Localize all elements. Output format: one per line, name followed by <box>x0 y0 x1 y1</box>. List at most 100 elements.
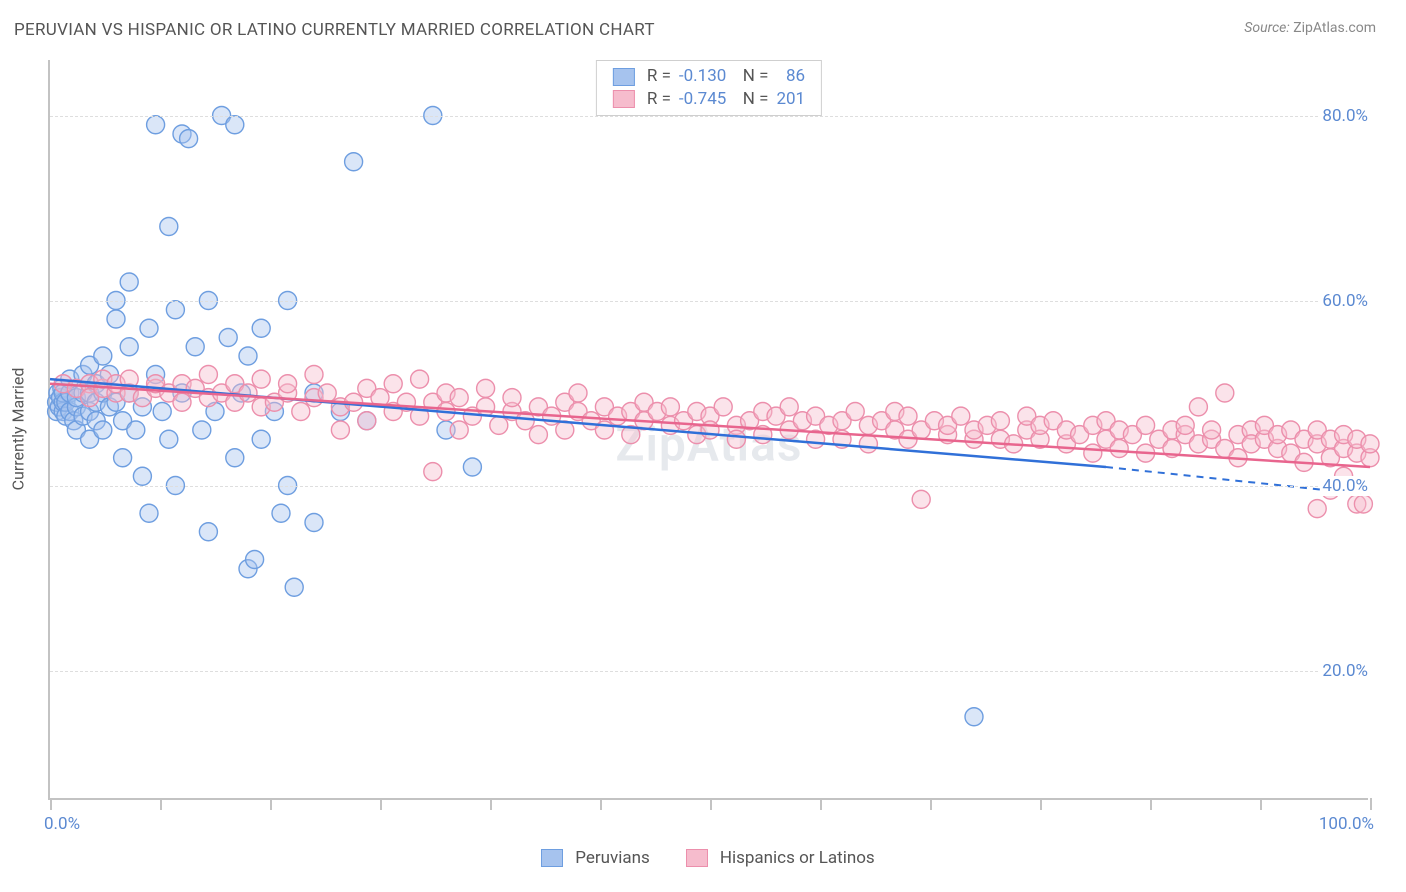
hispanics-point <box>846 403 864 421</box>
peruvians-point <box>193 421 211 439</box>
legend-swatch <box>541 849 563 867</box>
x-tick <box>50 798 52 810</box>
hispanics-point <box>477 379 495 397</box>
hispanics-point <box>305 366 323 384</box>
hispanics-point <box>331 421 349 439</box>
peruvians-point <box>160 430 178 448</box>
hispanics-point <box>1354 495 1372 513</box>
x-tick <box>1370 798 1372 810</box>
hispanics-point <box>1176 416 1194 434</box>
x-max-label: 100.0% <box>1319 814 1374 834</box>
hispanics-point <box>1216 384 1234 402</box>
peruvians-point <box>147 116 165 134</box>
r-label: R = <box>643 88 675 111</box>
peruvians-point <box>285 578 303 596</box>
x-min-label: 0.0% <box>44 814 80 834</box>
peruvians-point <box>226 449 244 467</box>
hispanics-point <box>490 416 508 434</box>
peruvians-point <box>272 504 290 522</box>
hispanics-point <box>569 384 587 402</box>
x-tick <box>380 798 382 810</box>
hispanics-point <box>477 398 495 416</box>
gridline <box>50 486 1368 487</box>
x-tick <box>1260 798 1262 810</box>
gridline <box>50 671 1368 672</box>
gridline <box>50 116 1368 117</box>
hispanics-point <box>318 384 336 402</box>
hispanics-point <box>1084 444 1102 462</box>
hispanics-point <box>952 407 970 425</box>
legend-swatch <box>613 68 635 86</box>
x-tick <box>710 798 712 810</box>
hispanics-point <box>859 435 877 453</box>
n-label: N = <box>730 65 772 88</box>
hispanics-point <box>899 407 917 425</box>
peruvians-point <box>140 504 158 522</box>
source-attribution: Source: ZipAtlas.com <box>1244 20 1376 36</box>
legend-item-hispanics: Hispanics or Latinos <box>686 848 875 868</box>
peruvians-point <box>94 421 112 439</box>
peruvians-point <box>120 273 138 291</box>
hispanics-point <box>450 389 468 407</box>
hispanics-point <box>661 398 679 416</box>
hispanics-point <box>292 403 310 421</box>
peruvians-point <box>252 319 270 337</box>
peruvians-point <box>153 403 171 421</box>
peruvians-point <box>166 301 184 319</box>
series-legend: Peruvians Hispanics or Latinos <box>48 848 1368 868</box>
peruvians-point <box>107 310 125 328</box>
correlation-row-peruvians: R =-0.130 N =86 <box>609 65 809 88</box>
legend-item-peruvians: Peruvians <box>541 848 650 868</box>
y-axis-title: Currently Married <box>9 368 28 491</box>
peruvians-point <box>114 449 132 467</box>
peruvians-point <box>965 708 983 726</box>
legend-label: Hispanics or Latinos <box>720 848 875 868</box>
y-tick-label: 60.0% <box>1320 291 1370 311</box>
correlation-legend: R =-0.130 N =86R =-0.745 N =201 <box>596 60 822 116</box>
chart-title: PERUVIAN VS HISPANIC OR LATINO CURRENTLY… <box>14 20 655 40</box>
n-value: 201 <box>772 88 809 111</box>
hispanics-point <box>424 463 442 481</box>
x-tick <box>270 798 272 810</box>
peruvians-point <box>199 523 217 541</box>
hispanics-point <box>1189 398 1207 416</box>
hispanics-point <box>727 430 745 448</box>
peruvians-point <box>186 338 204 356</box>
hispanics-point <box>912 490 930 508</box>
y-tick-label: 20.0% <box>1320 661 1370 681</box>
hispanics-point <box>239 384 257 402</box>
hispanics-point <box>411 370 429 388</box>
hispanics-point <box>1361 435 1379 453</box>
r-value: -0.130 <box>675 65 730 88</box>
peruvians-point <box>305 514 323 532</box>
correlation-row-hispanics: R =-0.745 N =201 <box>609 88 809 111</box>
hispanics-point <box>1110 440 1128 458</box>
peruvians-point <box>345 153 363 171</box>
hispanics-point <box>714 398 732 416</box>
hispanics-point <box>450 421 468 439</box>
hispanics-point <box>529 426 547 444</box>
hispanics-point <box>252 370 270 388</box>
x-tick <box>1150 798 1152 810</box>
x-tick <box>600 798 602 810</box>
n-label: N = <box>730 88 772 111</box>
gridline <box>50 301 1368 302</box>
peruvians-point <box>246 551 264 569</box>
r-value: -0.745 <box>675 88 730 111</box>
peruvians-point <box>140 319 158 337</box>
correlation-table: R =-0.130 N =86R =-0.745 N =201 <box>609 65 809 111</box>
peruvians-point <box>133 467 151 485</box>
y-tick-label: 40.0% <box>1320 476 1370 496</box>
n-value: 86 <box>772 65 809 88</box>
chart-plot-area: Currently Married ZipAtlas R =-0.130 N =… <box>48 60 1368 800</box>
x-tick <box>1040 798 1042 810</box>
hispanics-point <box>780 398 798 416</box>
peruvians-point <box>463 458 481 476</box>
peruvians-point <box>94 347 112 365</box>
peruvians-point <box>219 329 237 347</box>
peruvians-point <box>252 430 270 448</box>
peruvians-point <box>226 116 244 134</box>
hispanics-point <box>384 375 402 393</box>
legend-swatch <box>613 90 635 108</box>
scatter-svg <box>50 60 1368 798</box>
